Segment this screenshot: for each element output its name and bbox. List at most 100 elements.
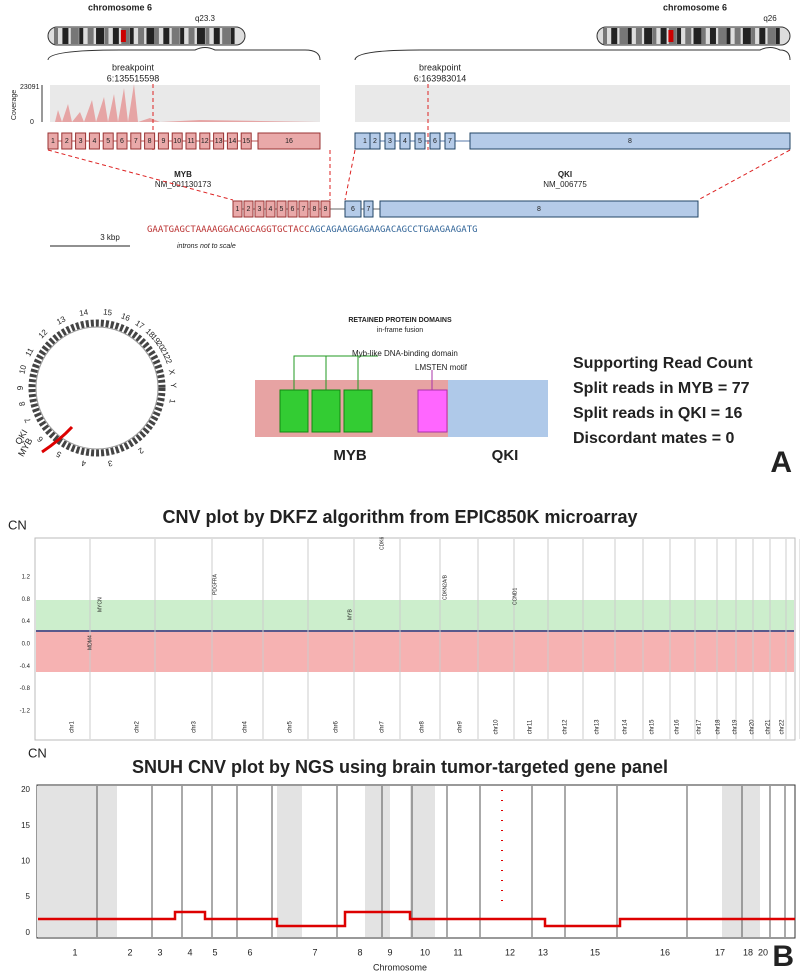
shaded-region	[410, 786, 435, 937]
exon-label: 6	[120, 138, 124, 145]
dna-binding-domain	[279, 389, 309, 433]
ideogram-band	[230, 28, 235, 44]
exon-label: 6	[433, 138, 437, 145]
exon-label: 6	[351, 206, 355, 213]
exon	[226, 132, 238, 150]
chromosome-label: chr21	[766, 719, 772, 735]
chromosome-label: 1	[72, 947, 77, 957]
exon	[144, 132, 156, 150]
fused-exon	[232, 200, 243, 218]
loss-band	[36, 632, 794, 672]
exon-label: 8	[537, 206, 541, 213]
exon	[257, 132, 321, 150]
exon	[61, 132, 73, 150]
chromosome-label: 7	[23, 416, 33, 424]
chromosome-label: 13	[55, 314, 68, 326]
gene-label: CDK6	[379, 536, 385, 550]
fused-exon	[363, 200, 374, 218]
gene-label: CDKN2A/B	[442, 574, 448, 600]
ideogram-band	[129, 28, 134, 44]
y-tick-label: 0	[26, 928, 31, 937]
exon-label: 10	[173, 138, 181, 145]
exon-label: 13	[215, 138, 223, 145]
chromosome-label: chr11	[528, 719, 534, 734]
fused-exon	[254, 200, 265, 218]
ideogram-band	[146, 28, 155, 44]
exon	[384, 132, 396, 150]
scale-label: 3 kbp	[100, 233, 120, 242]
ideogram-band	[652, 28, 657, 44]
x-axis-label: Chromosome	[373, 962, 427, 972]
chromosome-label: X	[167, 369, 177, 377]
y-tick-label: 0.8	[22, 597, 31, 603]
exon	[240, 132, 252, 150]
ideogram-band	[627, 28, 632, 44]
shaded-region	[37, 786, 117, 937]
chromosome-label: chr7	[380, 721, 386, 733]
chromosome-label: chr22	[780, 719, 786, 735]
ideogram-band	[619, 28, 628, 44]
exon-label: 15	[242, 138, 250, 145]
chromosome-label: 1	[167, 398, 177, 404]
exon-label: 9	[161, 138, 165, 145]
ideogram-band	[742, 28, 751, 44]
ideogram-band	[767, 28, 776, 44]
chromosome-label: 18	[743, 947, 753, 957]
exon-label: 8	[628, 138, 632, 145]
exon-label: 7	[134, 138, 138, 145]
axis-tick: 23091	[20, 84, 40, 91]
band-label: q26	[763, 14, 777, 23]
transcript: NM_001130173	[155, 180, 212, 189]
chromosome-label: 7	[312, 947, 317, 957]
domain-label: Myb-like DNA-binding domain	[352, 349, 458, 358]
ideogram-band	[693, 28, 702, 44]
exon-label: 5	[106, 138, 110, 145]
ideogram-band	[718, 28, 727, 44]
projection	[344, 149, 356, 201]
ideogram-band	[96, 28, 105, 44]
chromosome-label: chr15	[650, 719, 656, 735]
breakpoint-position: 6:163983014	[414, 73, 467, 83]
exon-label: 1	[236, 206, 240, 213]
exon	[444, 132, 456, 150]
chromosome-label: 15	[103, 307, 114, 317]
chromosome-label: 17	[715, 947, 725, 957]
read-count: Discordant mates = 0	[573, 430, 735, 447]
copy-number-line	[38, 910, 795, 928]
ideogram-band	[685, 28, 692, 44]
ideogram-band	[180, 28, 185, 44]
exon-label: 3	[388, 138, 392, 145]
y-tick-label: 0.4	[22, 619, 31, 625]
exon	[102, 132, 114, 150]
exon	[185, 132, 197, 150]
chromosome-label: chr3	[192, 721, 198, 733]
y-tick-label: 5	[26, 892, 31, 901]
chromosome-label: 15	[590, 947, 600, 957]
chromosome-label: 11	[24, 346, 36, 358]
breakpoint-label: breakpoint	[419, 62, 462, 72]
exon-label: 6	[291, 206, 295, 213]
ideogram-band	[87, 28, 94, 44]
exon-label: 2	[247, 206, 251, 213]
exon-label: 16	[285, 138, 293, 145]
exon-label: 8	[148, 138, 152, 145]
exon-label: 5	[418, 138, 422, 145]
chromosome-label: chr19	[733, 719, 739, 735]
exon	[199, 132, 211, 150]
exon	[369, 132, 381, 150]
gene-label: MYCN	[97, 597, 103, 612]
gene-label: QKI	[492, 447, 519, 464]
exon-label: 7	[448, 138, 452, 145]
exon	[116, 132, 128, 150]
shaded-region	[742, 786, 760, 937]
domain-label: LMSTEN motif	[415, 363, 468, 372]
sequence-qki: AGCAGAAGGAGAAGACAGCCTGAAGAAGATG	[310, 225, 478, 235]
chromosome-label: chromosome 6	[88, 2, 152, 12]
ideogram-band	[163, 28, 170, 44]
ideogram-band	[79, 28, 84, 44]
axis-tick: 0	[30, 119, 34, 126]
breakpoint-position: 6:135515598	[107, 73, 160, 83]
centromere	[668, 30, 674, 42]
exon-label: 11	[187, 138, 194, 145]
chromosome-label: 4	[80, 458, 86, 468]
